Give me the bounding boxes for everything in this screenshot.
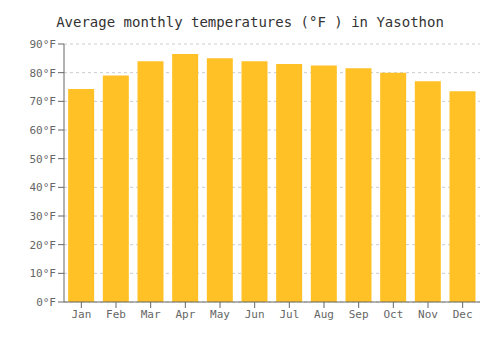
svg-text:70°F: 70°F [30,95,57,108]
svg-text:90°F: 90°F [30,38,57,51]
svg-text:Dec: Dec [453,308,473,321]
svg-text:Sep: Sep [349,308,369,321]
svg-text:80°F: 80°F [30,67,57,80]
svg-text:Aug: Aug [314,308,334,321]
svg-text:30°F: 30°F [30,210,57,223]
svg-text:0°F: 0°F [36,296,56,309]
svg-text:Jan: Jan [71,308,91,321]
svg-text:Jun: Jun [245,308,265,321]
svg-text:Apr: Apr [175,308,195,321]
svg-text:20°F: 20°F [30,239,57,252]
svg-text:40°F: 40°F [30,181,57,194]
svg-text:50°F: 50°F [30,153,57,166]
svg-text:Oct: Oct [383,308,403,321]
svg-text:Nov: Nov [418,308,438,321]
svg-text:Feb: Feb [106,308,126,321]
svg-text:60°F: 60°F [30,124,57,137]
svg-text:Jul: Jul [279,308,299,321]
html-text:Average monthly temperatures (: Average monthly temperatures (°F ) in Ya… [56,14,444,30]
svg-text:May: May [210,308,230,321]
svg-text:Mar: Mar [141,308,161,321]
svg-text:10°F: 10°F [30,267,57,280]
